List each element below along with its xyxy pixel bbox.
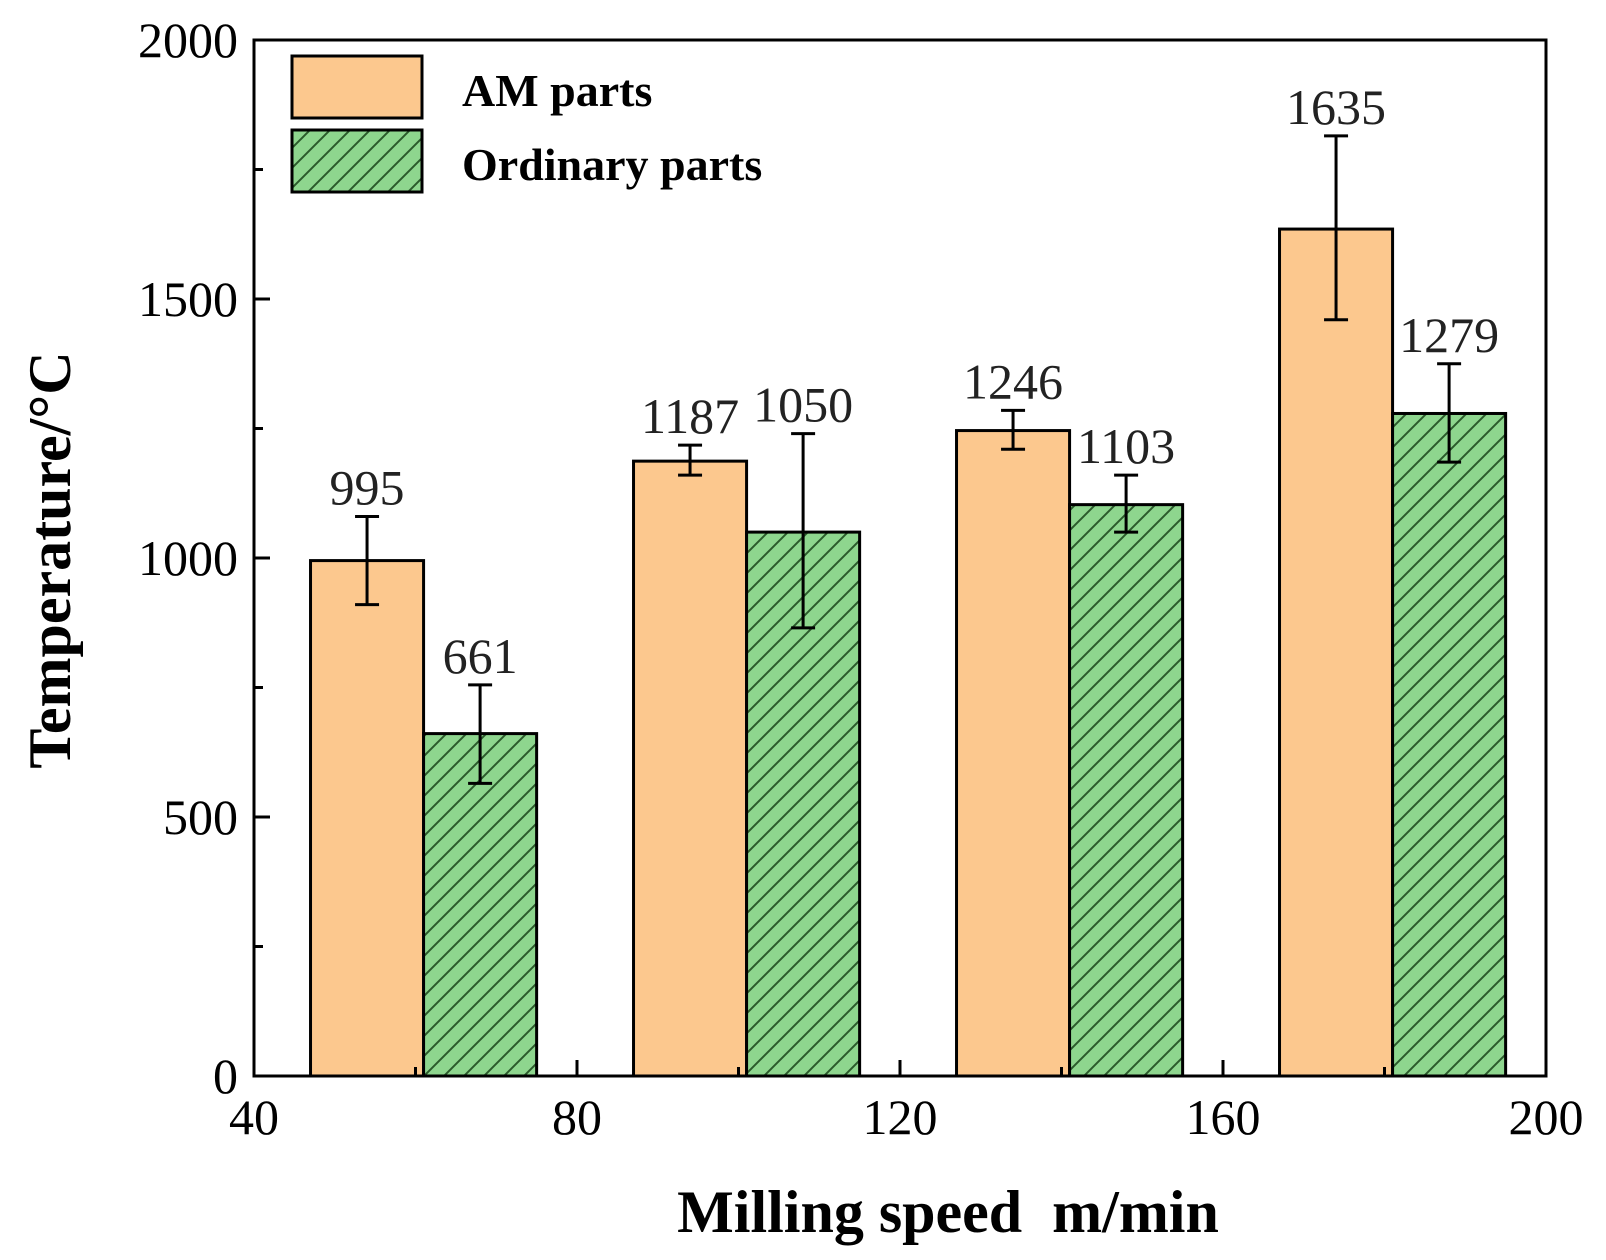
bar-ordinary-0 (422, 732, 539, 1078)
error-bars-layer (355, 134, 1462, 785)
data-label-0-1: 1187 (641, 388, 739, 444)
y-tick-label-1000: 1000 (138, 530, 238, 586)
data-label-0-3: 1635 (1286, 79, 1386, 135)
axis-ticks-layer (252, 38, 1548, 1078)
data-label-1-1: 1050 (753, 377, 853, 433)
bar-ordinary-3 (1391, 411, 1508, 1078)
data-label-1-0: 661 (443, 628, 518, 684)
data-label-0-2: 1246 (963, 353, 1063, 409)
bar-am-0 (309, 559, 426, 1078)
x-tick-label-200: 200 (1509, 1089, 1584, 1145)
bar-am-2 (955, 429, 1072, 1078)
legend-label-am-parts: AM parts (462, 65, 652, 116)
bar-am-1 (632, 459, 749, 1078)
x-tick-label-120: 120 (863, 1089, 938, 1145)
x-tick-label-80: 80 (552, 1089, 602, 1145)
data-label-1-3: 1279 (1399, 307, 1499, 363)
tick-labels-layer: 0 500 1000 1500 2000 40 80 120 160 200 (138, 12, 1584, 1145)
legend-swatch-ordinary-parts (290, 128, 424, 194)
legend-label-ordinary-parts: Ordinary parts (462, 139, 762, 190)
data-labels-layer: 995 1187 1246 1635 661 1050 1103 1279 (330, 79, 1500, 684)
x-tick-label-40: 40 (229, 1089, 279, 1145)
y-tick-label-2000: 2000 (138, 12, 238, 68)
bar-am-3 (1278, 227, 1395, 1078)
y-tick-label-1500: 1500 (138, 271, 238, 327)
data-label-1-2: 1103 (1077, 418, 1175, 474)
y-tick-label-500: 500 (163, 789, 238, 845)
x-axis-title: Milling speed m/min (677, 1179, 1219, 1245)
legend-swatch-am-parts (290, 54, 424, 120)
bars-layer (309, 227, 1508, 1078)
legend: AM parts Ordinary parts (290, 54, 762, 194)
x-tick-label-160: 160 (1186, 1089, 1261, 1145)
data-label-0-0: 995 (330, 460, 405, 516)
y-axis-title: Temperature/°C (17, 351, 83, 768)
y-tick-label-0: 0 (213, 1048, 238, 1104)
bar-ordinary-2 (1068, 503, 1185, 1078)
